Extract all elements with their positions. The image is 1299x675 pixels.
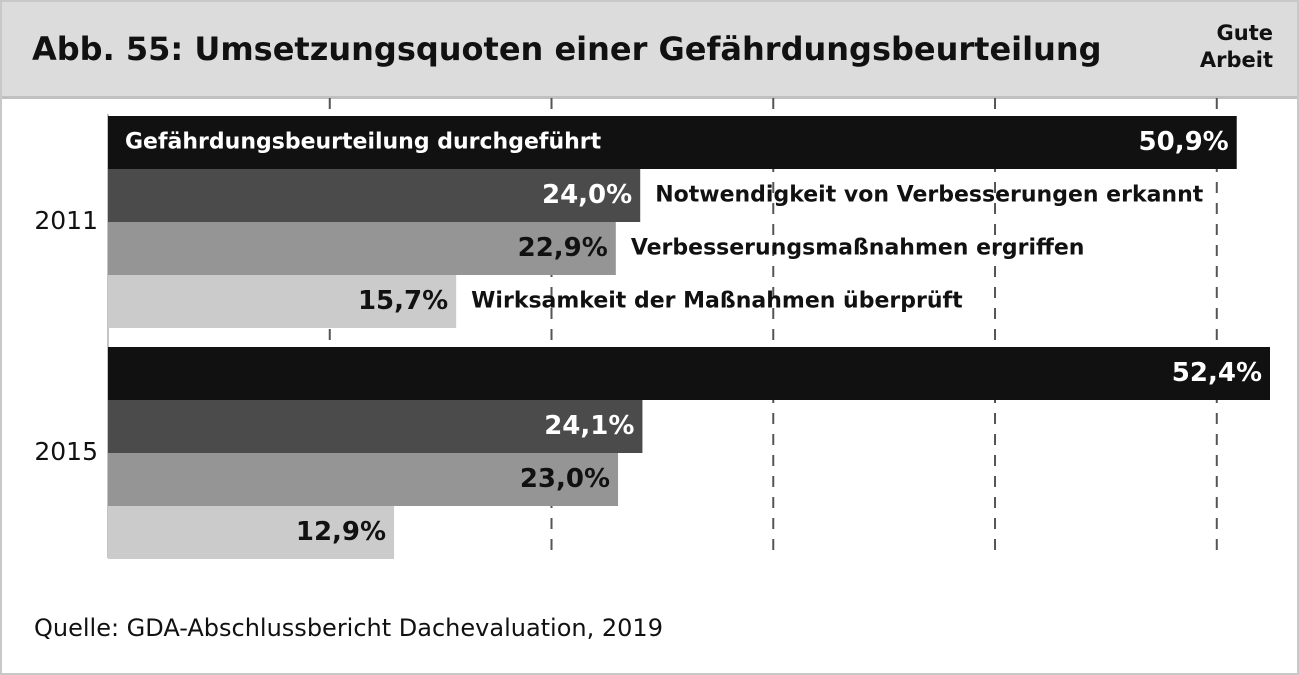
brand-label: Gute Arbeit <box>1200 20 1273 74</box>
series-label-2: Notwendigkeit von Verbesserungen erkannt <box>655 183 1204 208</box>
bar-1-2011 <box>108 116 1237 169</box>
value-label-2-2015: 24,1% <box>544 411 634 441</box>
value-label-3-2011: 22,9% <box>518 233 608 263</box>
figure-title: Abb. 55: Umsetzungsquoten einer Gefährdu… <box>32 30 1102 68</box>
value-label-3-2015: 23,0% <box>520 464 610 494</box>
figure-header: Abb. 55: Umsetzungsquoten einer Gefährdu… <box>2 2 1297 99</box>
bar-3-2015 <box>108 453 619 506</box>
year-label-2015: 2015 <box>34 437 98 466</box>
bar-2-2011 <box>108 169 641 222</box>
series-label-1: Gefährdungsbeurteilung durchgeführt <box>125 130 602 155</box>
bar-4-2011 <box>108 275 457 328</box>
value-label-4-2011: 15,7% <box>358 286 448 316</box>
brand-line-1: Gute <box>1216 21 1273 45</box>
value-label-2-2011: 24,0% <box>542 180 632 210</box>
brand-line-2: Arbeit <box>1199 48 1273 72</box>
value-label-4-2015: 12,9% <box>296 517 386 547</box>
bar-2-2015 <box>108 400 643 453</box>
bar-3-2011 <box>108 222 616 275</box>
year-label-2011: 2011 <box>34 206 98 235</box>
bar-4-2015 <box>108 506 395 559</box>
value-label-1-2015: 52,4% <box>1172 358 1262 388</box>
source-note: Quelle: GDA-Abschlussbericht Dachevaluat… <box>34 614 663 642</box>
bar-1-2015 <box>108 347 1270 400</box>
series-label-4: Wirksamkeit der Maßnahmen überprüft <box>471 289 963 314</box>
series-label-3: Verbesserungsmaßnahmen ergriffen <box>631 236 1085 261</box>
value-label-1-2011: 50,9% <box>1139 127 1229 157</box>
